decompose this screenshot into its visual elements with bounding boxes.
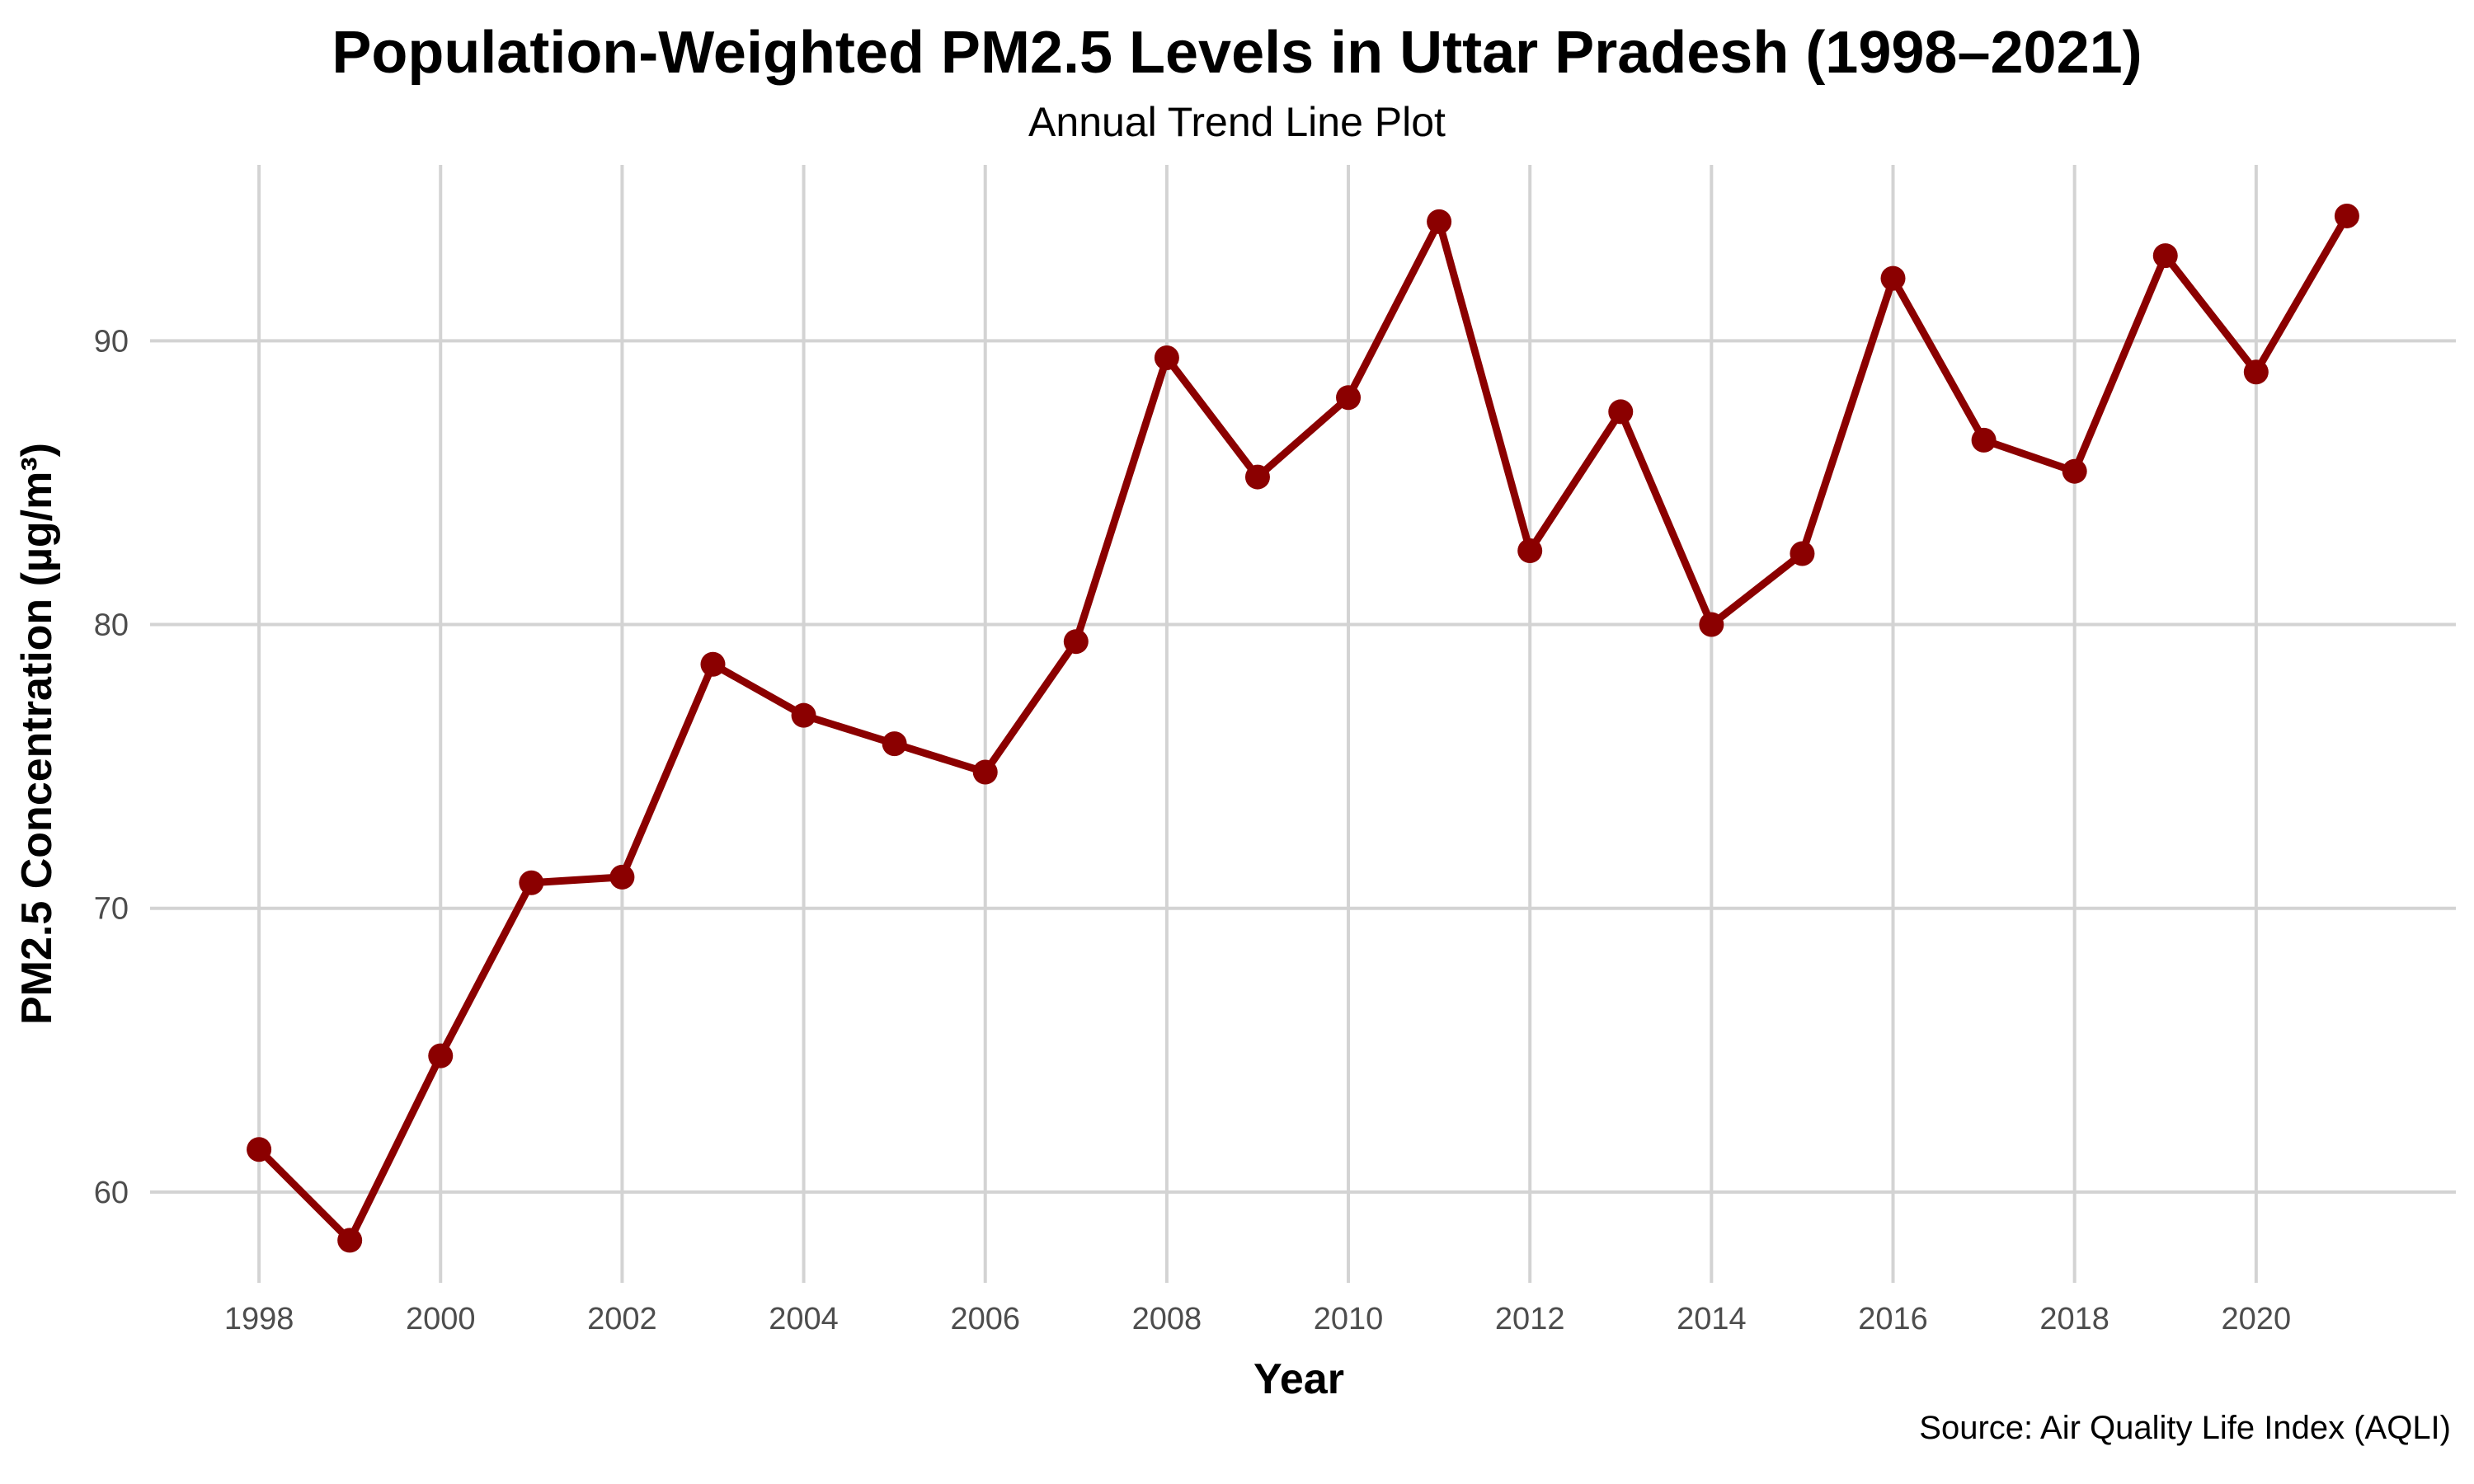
data-point	[247, 1137, 272, 1162]
series-layer	[247, 203, 2359, 1253]
chart-caption: Source: Air Quality Life Index (AQLI)	[1919, 1410, 2451, 1446]
data-point	[1427, 209, 1452, 234]
data-point	[519, 870, 544, 895]
series-line	[255, 212, 2351, 1244]
y-tick-label: 80	[94, 608, 129, 643]
x-tick-label: 2014	[1677, 1302, 1747, 1336]
chart-title: Population-Weighted PM2.5 Levels in Utta…	[332, 20, 2142, 86]
grid-layer	[150, 165, 2456, 1283]
data-point	[337, 1228, 363, 1253]
data-point	[972, 759, 998, 785]
x-tick-label: 2004	[769, 1302, 839, 1336]
data-point	[700, 651, 726, 677]
x-tick-label: 1998	[224, 1302, 294, 1336]
data-point	[1336, 385, 1362, 411]
data-point	[1699, 612, 1724, 637]
y-tick-label: 60	[94, 1176, 129, 1210]
x-tick-label: 2010	[1314, 1302, 1384, 1336]
y-tick-label: 90	[94, 324, 129, 359]
data-point	[2334, 203, 2359, 228]
y-tick-label: 70	[94, 892, 129, 927]
y-axis-title: PM2.5 Concentration (µg/m³)	[13, 443, 61, 1025]
x-tick-label: 2006	[950, 1302, 1020, 1336]
data-point	[2062, 458, 2087, 484]
data-point	[1971, 427, 1997, 453]
data-point	[428, 1043, 454, 1068]
x-tick-labels: 1998 2000 2002 2004 2006 2008 2010 2012 2014 2016…	[224, 1302, 2291, 1336]
x-tick-label: 2008	[1132, 1302, 1202, 1336]
data-point	[2243, 359, 2269, 385]
data-point	[1608, 399, 1634, 425]
data-point	[609, 864, 635, 890]
data-point	[882, 731, 907, 757]
data-point	[1244, 464, 1270, 490]
x-tick-label: 2020	[2222, 1302, 2292, 1336]
x-tick-label: 2018	[2039, 1302, 2109, 1336]
data-point	[791, 702, 816, 728]
x-tick-label: 2000	[406, 1302, 476, 1336]
x-tick-label: 2016	[1858, 1302, 1928, 1336]
data-point	[1517, 538, 1543, 564]
data-point	[1790, 541, 1815, 566]
data-point	[1880, 265, 1906, 291]
chart-subtitle: Annual Trend Line Plot	[1028, 99, 1446, 145]
x-tick-label: 2002	[587, 1302, 657, 1336]
data-point	[1063, 629, 1089, 655]
y-tick-labels: 60 70 80 90	[94, 324, 129, 1209]
data-point	[2152, 243, 2178, 269]
x-axis-title: Year	[1253, 1355, 1344, 1403]
x-tick-label: 2012	[1495, 1302, 1565, 1336]
data-point	[1154, 345, 1179, 371]
